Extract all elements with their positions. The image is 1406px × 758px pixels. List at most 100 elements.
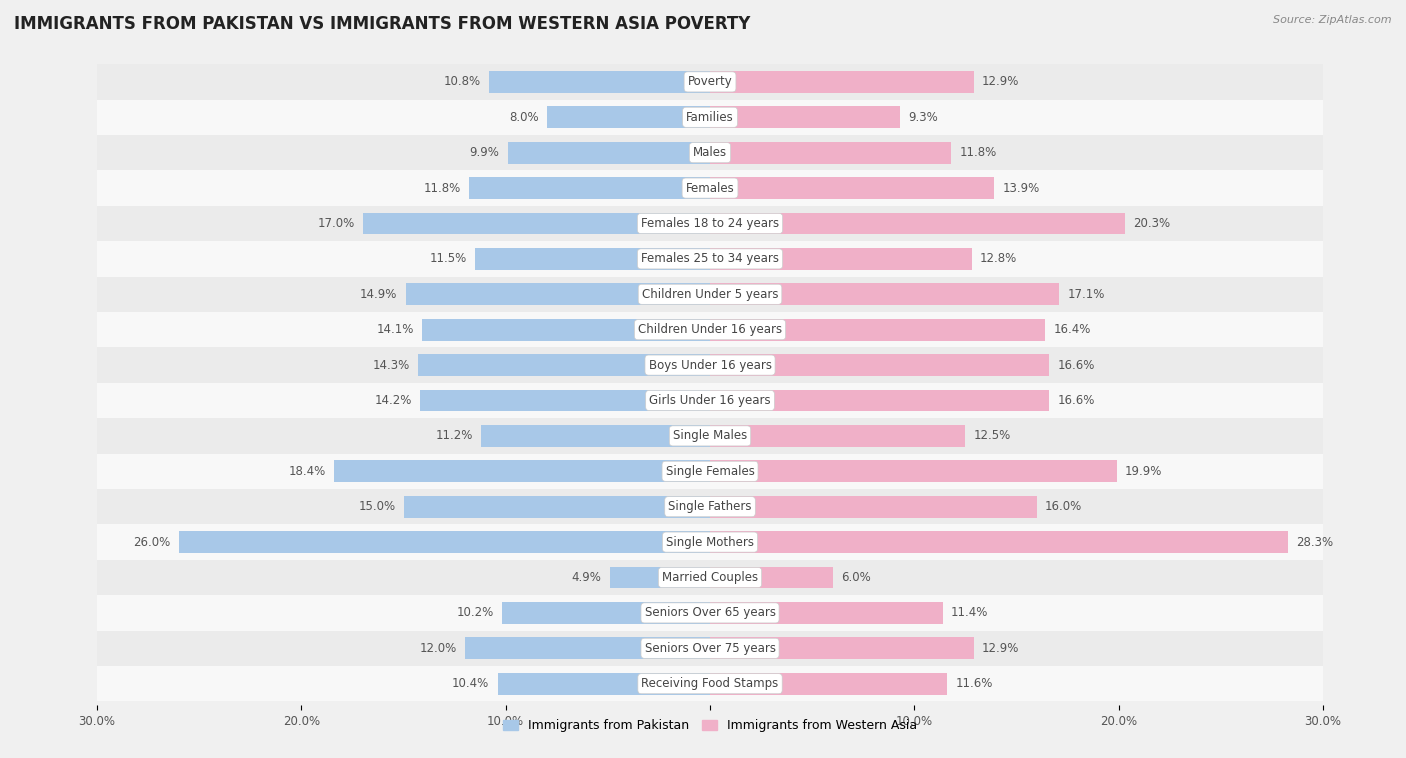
Bar bbox=[422, 318, 710, 340]
Text: 17.0%: 17.0% bbox=[318, 217, 354, 230]
Bar bbox=[335, 460, 710, 482]
Text: 10.8%: 10.8% bbox=[444, 75, 481, 89]
Bar bbox=[418, 354, 710, 376]
Bar bbox=[481, 425, 710, 447]
Bar bbox=[710, 71, 973, 93]
Bar bbox=[97, 99, 1323, 135]
Text: Single Females: Single Females bbox=[665, 465, 755, 478]
Text: Females 18 to 24 years: Females 18 to 24 years bbox=[641, 217, 779, 230]
Bar bbox=[97, 171, 1323, 205]
Text: 19.9%: 19.9% bbox=[1125, 465, 1163, 478]
Text: Single Mothers: Single Mothers bbox=[666, 536, 754, 549]
Text: Seniors Over 75 years: Seniors Over 75 years bbox=[644, 642, 776, 655]
Bar bbox=[710, 283, 1059, 305]
Bar bbox=[404, 496, 710, 518]
Bar bbox=[710, 637, 973, 659]
Text: 14.3%: 14.3% bbox=[373, 359, 409, 371]
Text: 11.6%: 11.6% bbox=[955, 677, 993, 691]
Bar bbox=[547, 106, 710, 128]
Bar bbox=[97, 560, 1323, 595]
Text: 8.0%: 8.0% bbox=[509, 111, 538, 124]
Bar bbox=[710, 142, 950, 164]
Bar bbox=[405, 283, 710, 305]
Bar bbox=[710, 496, 1038, 518]
Bar bbox=[489, 71, 710, 93]
Bar bbox=[710, 673, 948, 694]
Bar bbox=[97, 383, 1323, 418]
Text: Receiving Food Stamps: Receiving Food Stamps bbox=[641, 677, 779, 691]
Bar bbox=[710, 177, 994, 199]
Text: 14.1%: 14.1% bbox=[377, 323, 413, 337]
Text: 9.9%: 9.9% bbox=[470, 146, 499, 159]
Bar bbox=[97, 312, 1323, 347]
Bar bbox=[502, 602, 710, 624]
Text: 16.0%: 16.0% bbox=[1045, 500, 1083, 513]
Bar bbox=[508, 142, 710, 164]
Bar bbox=[470, 177, 710, 199]
Bar bbox=[710, 602, 943, 624]
Text: IMMIGRANTS FROM PAKISTAN VS IMMIGRANTS FROM WESTERN ASIA POVERTY: IMMIGRANTS FROM PAKISTAN VS IMMIGRANTS F… bbox=[14, 15, 751, 33]
Text: Males: Males bbox=[693, 146, 727, 159]
Text: 12.5%: 12.5% bbox=[973, 429, 1011, 443]
Bar bbox=[710, 212, 1125, 234]
Text: Children Under 16 years: Children Under 16 years bbox=[638, 323, 782, 337]
Text: Seniors Over 65 years: Seniors Over 65 years bbox=[644, 606, 776, 619]
Text: 16.6%: 16.6% bbox=[1057, 359, 1095, 371]
Text: 9.3%: 9.3% bbox=[908, 111, 938, 124]
Bar bbox=[97, 453, 1323, 489]
Text: 4.9%: 4.9% bbox=[572, 571, 602, 584]
Text: 12.9%: 12.9% bbox=[981, 75, 1019, 89]
Bar bbox=[710, 248, 972, 270]
Bar bbox=[420, 390, 710, 412]
Text: Families: Families bbox=[686, 111, 734, 124]
Text: Married Couples: Married Couples bbox=[662, 571, 758, 584]
Text: 17.1%: 17.1% bbox=[1067, 288, 1105, 301]
Text: 12.0%: 12.0% bbox=[419, 642, 457, 655]
Bar bbox=[710, 460, 1116, 482]
Text: Females: Females bbox=[686, 182, 734, 195]
Text: 11.5%: 11.5% bbox=[430, 252, 467, 265]
Text: 11.4%: 11.4% bbox=[950, 606, 988, 619]
Text: 6.0%: 6.0% bbox=[841, 571, 870, 584]
Bar bbox=[710, 531, 1288, 553]
Bar bbox=[710, 106, 900, 128]
Bar bbox=[97, 205, 1323, 241]
Bar bbox=[498, 673, 710, 694]
Text: Source: ZipAtlas.com: Source: ZipAtlas.com bbox=[1274, 15, 1392, 25]
Text: 13.9%: 13.9% bbox=[1002, 182, 1039, 195]
Bar bbox=[179, 531, 710, 553]
Bar bbox=[610, 566, 710, 588]
Bar bbox=[710, 566, 832, 588]
Text: Females 25 to 34 years: Females 25 to 34 years bbox=[641, 252, 779, 265]
Text: Single Fathers: Single Fathers bbox=[668, 500, 752, 513]
Bar bbox=[97, 418, 1323, 453]
Bar bbox=[710, 354, 1049, 376]
Text: 18.4%: 18.4% bbox=[288, 465, 326, 478]
Bar bbox=[363, 212, 710, 234]
Text: 12.9%: 12.9% bbox=[981, 642, 1019, 655]
Bar bbox=[97, 135, 1323, 171]
Bar bbox=[710, 390, 1049, 412]
Bar bbox=[97, 347, 1323, 383]
Text: 11.8%: 11.8% bbox=[423, 182, 461, 195]
Text: 11.2%: 11.2% bbox=[436, 429, 472, 443]
Legend: Immigrants from Pakistan, Immigrants from Western Asia: Immigrants from Pakistan, Immigrants fro… bbox=[498, 714, 922, 738]
Bar bbox=[97, 595, 1323, 631]
Bar bbox=[97, 489, 1323, 525]
Bar bbox=[97, 666, 1323, 701]
Text: 10.4%: 10.4% bbox=[453, 677, 489, 691]
Text: 16.4%: 16.4% bbox=[1053, 323, 1091, 337]
Text: 10.2%: 10.2% bbox=[456, 606, 494, 619]
Text: Poverty: Poverty bbox=[688, 75, 733, 89]
Text: 16.6%: 16.6% bbox=[1057, 394, 1095, 407]
Bar bbox=[710, 425, 966, 447]
Text: 14.9%: 14.9% bbox=[360, 288, 398, 301]
Text: 12.8%: 12.8% bbox=[980, 252, 1017, 265]
Text: Girls Under 16 years: Girls Under 16 years bbox=[650, 394, 770, 407]
Text: 20.3%: 20.3% bbox=[1133, 217, 1170, 230]
Bar bbox=[710, 318, 1045, 340]
Bar bbox=[97, 241, 1323, 277]
Bar bbox=[97, 277, 1323, 312]
Text: 14.2%: 14.2% bbox=[374, 394, 412, 407]
Text: Children Under 5 years: Children Under 5 years bbox=[641, 288, 779, 301]
